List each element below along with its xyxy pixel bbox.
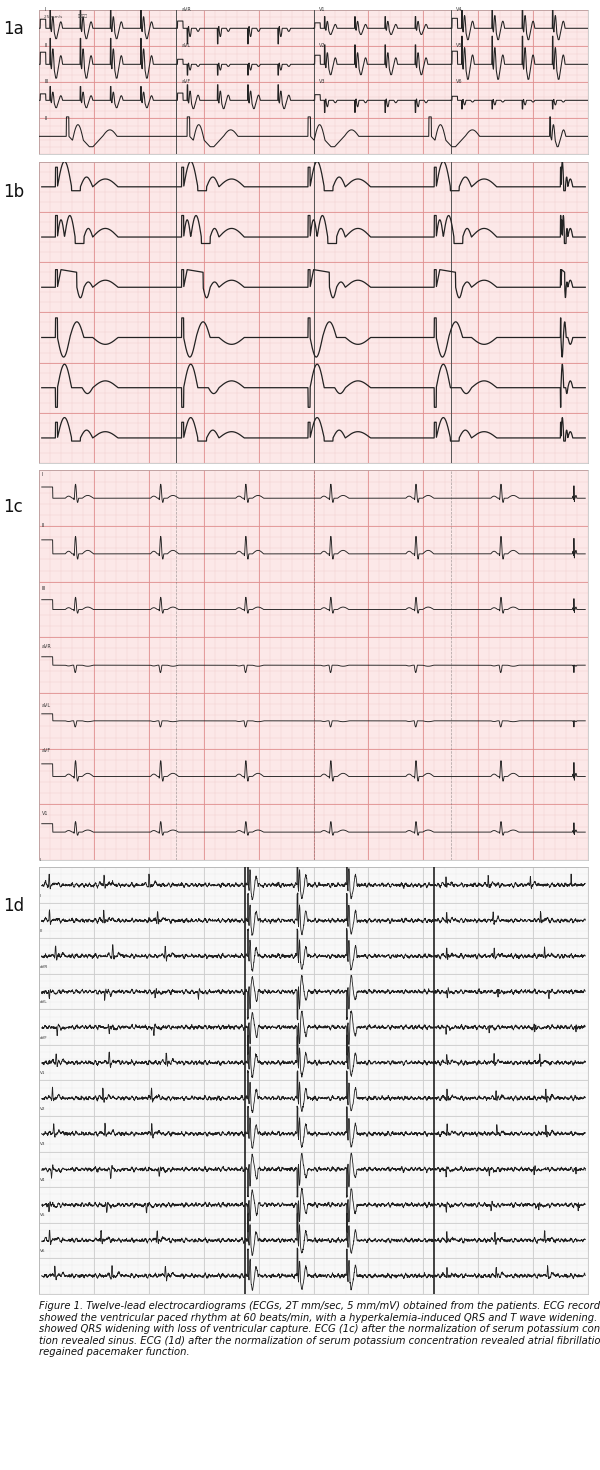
- Text: V6: V6: [40, 1250, 46, 1252]
- Text: 1a: 1a: [3, 21, 24, 38]
- Text: V4: V4: [40, 1177, 46, 1182]
- Text: 1c: 1c: [3, 498, 23, 516]
- Text: III: III: [42, 587, 46, 591]
- Text: V3: V3: [40, 1142, 46, 1147]
- Text: aVR: aVR: [42, 644, 52, 650]
- Text: V1: V1: [40, 1072, 46, 1075]
- Text: V1: V1: [42, 811, 48, 816]
- Text: aVF: aVF: [40, 1036, 48, 1039]
- Text: V5: V5: [456, 44, 463, 49]
- Text: aVF: aVF: [42, 748, 51, 753]
- Text: V6: V6: [456, 79, 463, 84]
- Text: III: III: [40, 929, 43, 933]
- Text: 25 mm/s: 25 mm/s: [44, 15, 63, 19]
- Text: II: II: [42, 522, 45, 528]
- Text: V2: V2: [40, 1107, 46, 1111]
- Text: 医院姓名: 医院姓名: [77, 15, 88, 19]
- Text: aVR: aVR: [182, 7, 191, 12]
- Text: II: II: [40, 894, 43, 898]
- Text: V3: V3: [319, 79, 325, 84]
- Text: aVL: aVL: [182, 44, 191, 49]
- Text: aVF: aVF: [182, 79, 191, 84]
- Text: 1d: 1d: [3, 897, 24, 916]
- Text: aVL: aVL: [42, 703, 51, 707]
- Text: V4: V4: [456, 7, 463, 12]
- Text: I: I: [40, 858, 41, 861]
- Text: aVL: aVL: [40, 1000, 48, 1004]
- Text: III: III: [44, 79, 49, 84]
- Text: I: I: [42, 472, 43, 478]
- Text: V1: V1: [319, 7, 325, 12]
- Text: 1b: 1b: [3, 182, 24, 201]
- Text: aVR: aVR: [40, 964, 49, 969]
- Text: II: II: [44, 44, 47, 49]
- Text: V5: V5: [40, 1213, 46, 1217]
- Text: II: II: [44, 116, 47, 122]
- Text: Figure 1. Twelve-lead electrocardiograms (ECGs, 2T mm/sec, 5 mm/mV) obtained fro: Figure 1. Twelve-lead electrocardiograms…: [39, 1301, 600, 1357]
- Text: I: I: [44, 7, 46, 12]
- Text: V2: V2: [319, 44, 325, 49]
